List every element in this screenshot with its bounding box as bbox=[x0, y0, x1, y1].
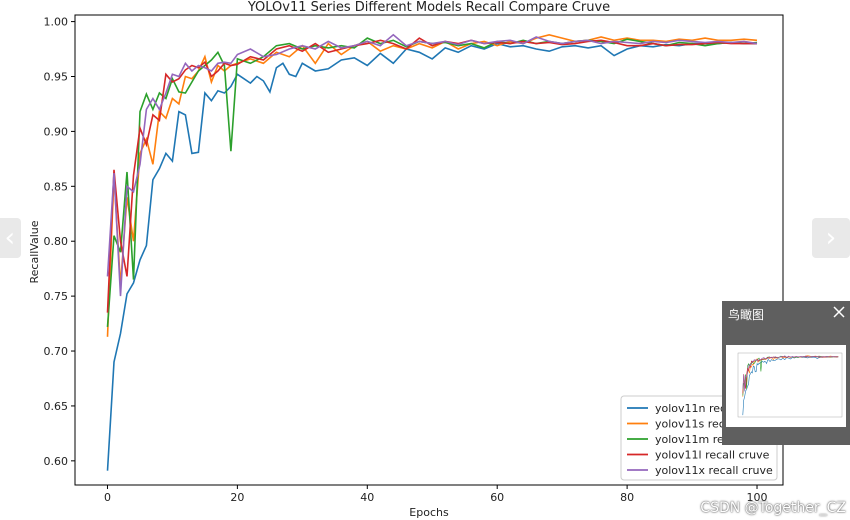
chart-title: YOLOv11 Series Different Models Recall C… bbox=[247, 0, 610, 15]
y-axis-label: RecallValue bbox=[28, 220, 41, 283]
y-tick-label: 0.70 bbox=[44, 345, 69, 358]
y-tick-label: 0.75 bbox=[44, 290, 69, 303]
legend-label: yolov11l recall cruve bbox=[655, 449, 770, 462]
y-tick-label: 1.00 bbox=[44, 16, 69, 29]
thumb-series-line bbox=[742, 355, 839, 397]
y-tick-label: 0.90 bbox=[44, 125, 69, 138]
x-axis-label: Epochs bbox=[409, 506, 449, 519]
thumb-frame bbox=[737, 352, 843, 418]
thumb-series-line bbox=[742, 355, 839, 396]
y-tick-label: 0.95 bbox=[44, 70, 69, 83]
minimap-thumbnail[interactable] bbox=[726, 345, 846, 427]
x-tick-label: 60 bbox=[490, 491, 504, 504]
y-tick-label: 0.80 bbox=[44, 235, 69, 248]
previous-image-button[interactable]: ‹ bbox=[0, 218, 21, 258]
minimap-panel[interactable]: 鸟瞰图 bbox=[722, 301, 850, 445]
watermark-text: CSDN @Together_CZ bbox=[700, 500, 846, 516]
x-tick-label: 100 bbox=[747, 491, 768, 504]
y-tick-label: 0.85 bbox=[44, 180, 69, 193]
minimap-title: 鸟瞰图 bbox=[728, 308, 765, 322]
legend-label: yolov11x recall cruve bbox=[655, 464, 773, 477]
close-icon[interactable] bbox=[830, 303, 848, 321]
x-tick-label: 40 bbox=[360, 491, 374, 504]
y-tick-label: 0.65 bbox=[44, 400, 69, 413]
plot-frame bbox=[74, 14, 784, 486]
chevron-right-icon: › bbox=[825, 223, 837, 253]
thumb-series-line bbox=[742, 355, 839, 394]
series-line-1 bbox=[106, 41, 757, 471]
thumb-series-line bbox=[742, 356, 839, 416]
chevron-left-icon: ‹ bbox=[4, 223, 15, 253]
x-tick-label: 0 bbox=[104, 491, 111, 504]
thumb-series-line bbox=[742, 355, 839, 392]
plot-area: 0 20 40 60 80 100 0.60 0.65 0.70 0.75 0.80 0.85 0.90… bbox=[44, 14, 784, 504]
next-image-button[interactable]: › bbox=[812, 218, 850, 258]
series-line-3 bbox=[106, 37, 758, 327]
series-line-2 bbox=[106, 33, 758, 337]
x-tick-label: 20 bbox=[230, 491, 244, 504]
x-tick-label: 80 bbox=[620, 491, 634, 504]
series-line-5 bbox=[106, 33, 758, 297]
series-line-4 bbox=[106, 37, 757, 313]
y-tick-label: 0.60 bbox=[44, 455, 69, 468]
